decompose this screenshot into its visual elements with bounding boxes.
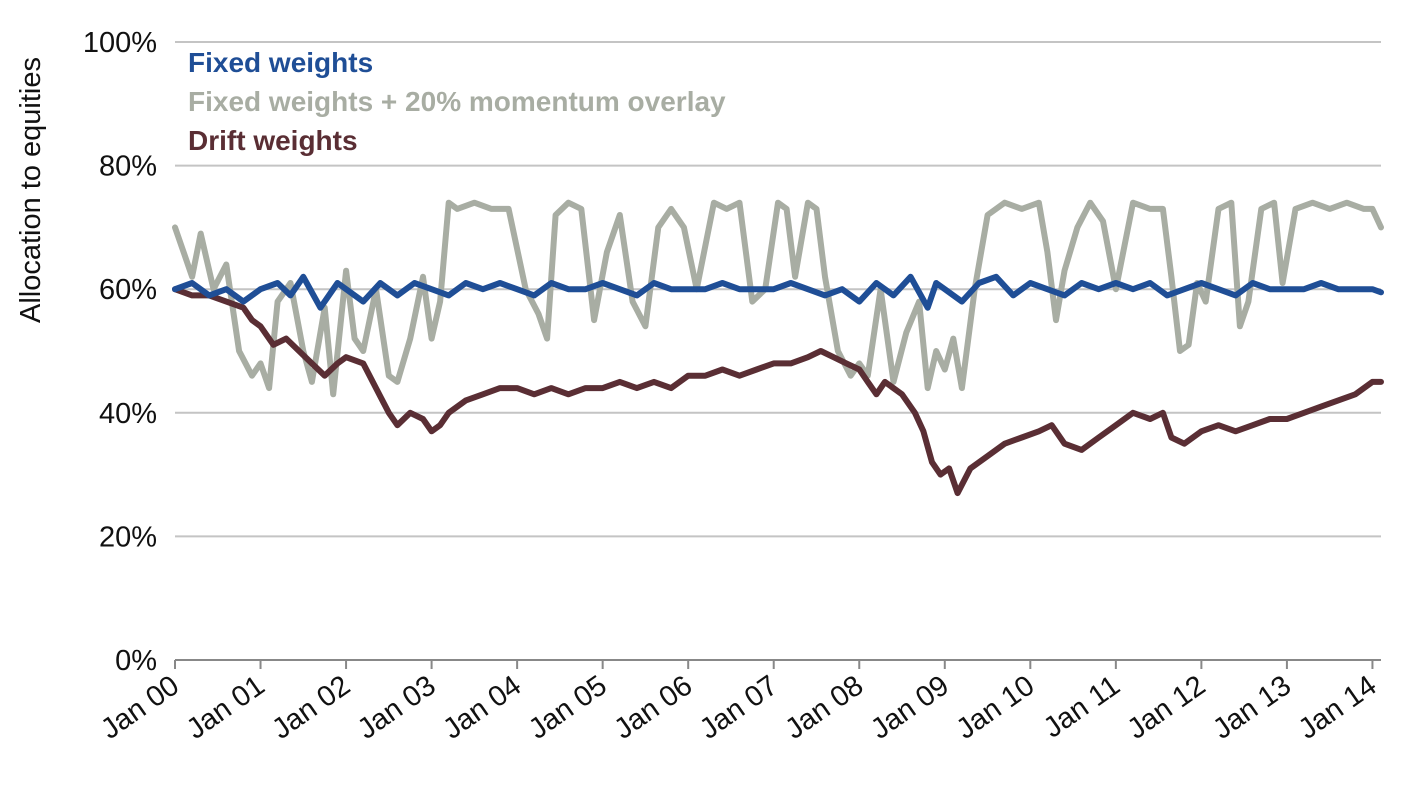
series-line-0 <box>172 273 1384 311</box>
x-tick-label: Jan 03 <box>352 670 442 746</box>
series-line-1 <box>172 199 1384 398</box>
legend-entry: Drift weights <box>188 125 358 156</box>
y-tick-label: 100% <box>83 27 157 59</box>
legend: Fixed weights Fixed weights + 20% momentu… <box>188 47 726 156</box>
x-tick-label: Jan 02 <box>266 670 356 746</box>
y-tick-label: 20% <box>99 521 157 553</box>
x-tick-label: Jan 06 <box>609 670 699 746</box>
x-tick-label: Jan 12 <box>1122 670 1212 746</box>
y-axis-title: Allocation to equities <box>15 57 47 323</box>
x-tick-label: Jan 09 <box>865 670 955 746</box>
x-tick-label: Jan 10 <box>951 670 1041 746</box>
x-tick-label: Jan 08 <box>780 670 870 746</box>
x-tick-label: Jan 00 <box>95 670 185 746</box>
x-tick-label: Jan 04 <box>437 670 527 746</box>
y-tick-label: 60% <box>99 274 157 306</box>
series-lines <box>172 199 1384 497</box>
y-axis: 0% 20% 40% 60% 80% 100% <box>83 27 157 677</box>
x-tick-label: Jan 01 <box>181 670 271 746</box>
x-tick-label: Jan 14 <box>1293 670 1383 746</box>
x-tick-label: Jan 11 <box>1038 670 1126 745</box>
y-tick-label: 0% <box>115 645 157 677</box>
x-tick-label: Jan 07 <box>694 670 784 746</box>
legend-entry: Fixed weights <box>188 47 373 78</box>
series-line-2 <box>172 286 1384 497</box>
x-tick-label: Jan 13 <box>1207 670 1297 746</box>
x-tick-label: Jan 05 <box>523 670 613 746</box>
y-tick-label: 40% <box>99 398 157 430</box>
legend-entry: Fixed weights + 20% momentum overlay <box>188 86 726 117</box>
y-tick-label: 80% <box>99 151 157 183</box>
